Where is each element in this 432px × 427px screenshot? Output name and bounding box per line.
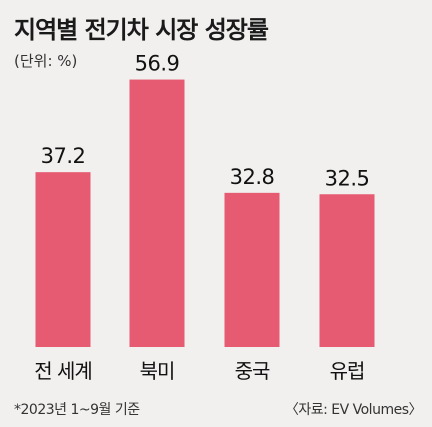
bar-group: 37.2 전 세계 56.9 북미 32.8 중국 32.5 유럽 bbox=[34, 52, 375, 383]
bar-value-label-3: 32.5 bbox=[325, 166, 370, 190]
source-credit: 〈자료: EV Volumes〉 bbox=[284, 402, 423, 418]
bar-value-label-1: 56.9 bbox=[135, 52, 180, 76]
bar-0 bbox=[35, 172, 91, 347]
bar-value-label-0: 37.2 bbox=[41, 144, 86, 168]
category-label-0: 전 세계 bbox=[34, 359, 92, 383]
category-label-1: 북미 bbox=[140, 359, 175, 383]
bar-3 bbox=[319, 194, 375, 347]
chart-title: 지역별 전기차 시장 성장률 bbox=[14, 16, 269, 44]
category-label-2: 중국 bbox=[235, 359, 270, 383]
category-label-3: 유럽 bbox=[330, 359, 365, 383]
bar-1 bbox=[129, 79, 185, 347]
bar-value-label-2: 32.8 bbox=[230, 165, 275, 189]
footnote: *2023년 1~9월 기준 bbox=[14, 402, 140, 418]
bar-2 bbox=[224, 192, 280, 347]
unit-label: (단위: %) bbox=[14, 52, 78, 70]
